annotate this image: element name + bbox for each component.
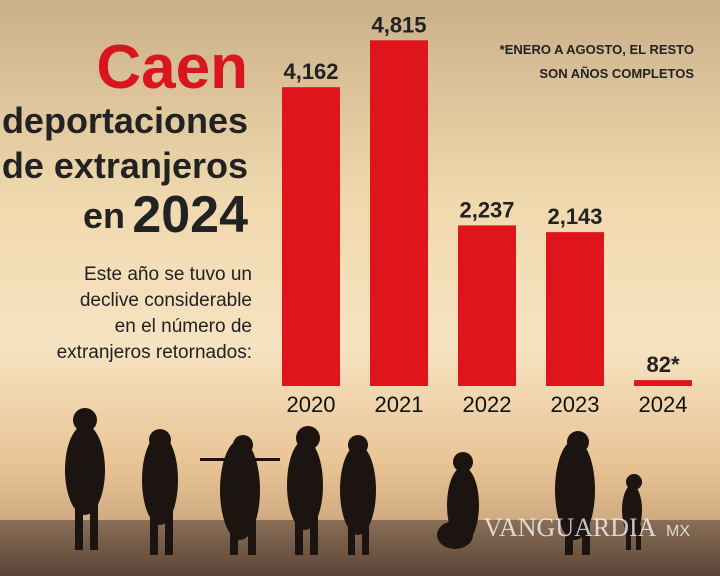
- x-tick-label: 2022: [463, 392, 512, 417]
- watermark: VANGUARDIA: [484, 513, 657, 542]
- x-tick-label: 2023: [551, 392, 600, 417]
- title-line: 2024: [132, 186, 248, 244]
- title-line: de extranjeros: [2, 145, 248, 186]
- value-label: 82*: [646, 352, 679, 377]
- bar: [282, 87, 340, 387]
- title-line: deportaciones: [2, 100, 248, 141]
- subtitle-line: declive considerable: [80, 290, 252, 311]
- title-line: Caen: [96, 33, 248, 102]
- value-label: 4,815: [371, 12, 426, 37]
- x-tick-label: 2024: [639, 392, 688, 417]
- value-label: 2,143: [547, 204, 602, 229]
- subtitle-line: en el número de: [115, 316, 252, 337]
- value-label: 2,237: [459, 197, 514, 222]
- watermark: MX: [666, 523, 690, 540]
- subtitle-line: extranjeros retornados:: [57, 342, 252, 363]
- silhouettes: [65, 408, 642, 555]
- bar: [458, 225, 516, 386]
- bar: [370, 40, 428, 387]
- x-tick-label: 2021: [375, 392, 424, 417]
- note-line: *ENERO A AGOSTO, EL RESTO: [500, 42, 694, 57]
- bar: [634, 380, 692, 386]
- title-line: en: [83, 195, 125, 236]
- subtitle-line: Este año se tuvo un: [84, 264, 252, 285]
- note-line: SON AÑOS COMPLETOS: [539, 66, 694, 81]
- value-label: 4,162: [283, 59, 338, 84]
- bar: [546, 232, 604, 386]
- x-tick-label: 2020: [287, 392, 336, 417]
